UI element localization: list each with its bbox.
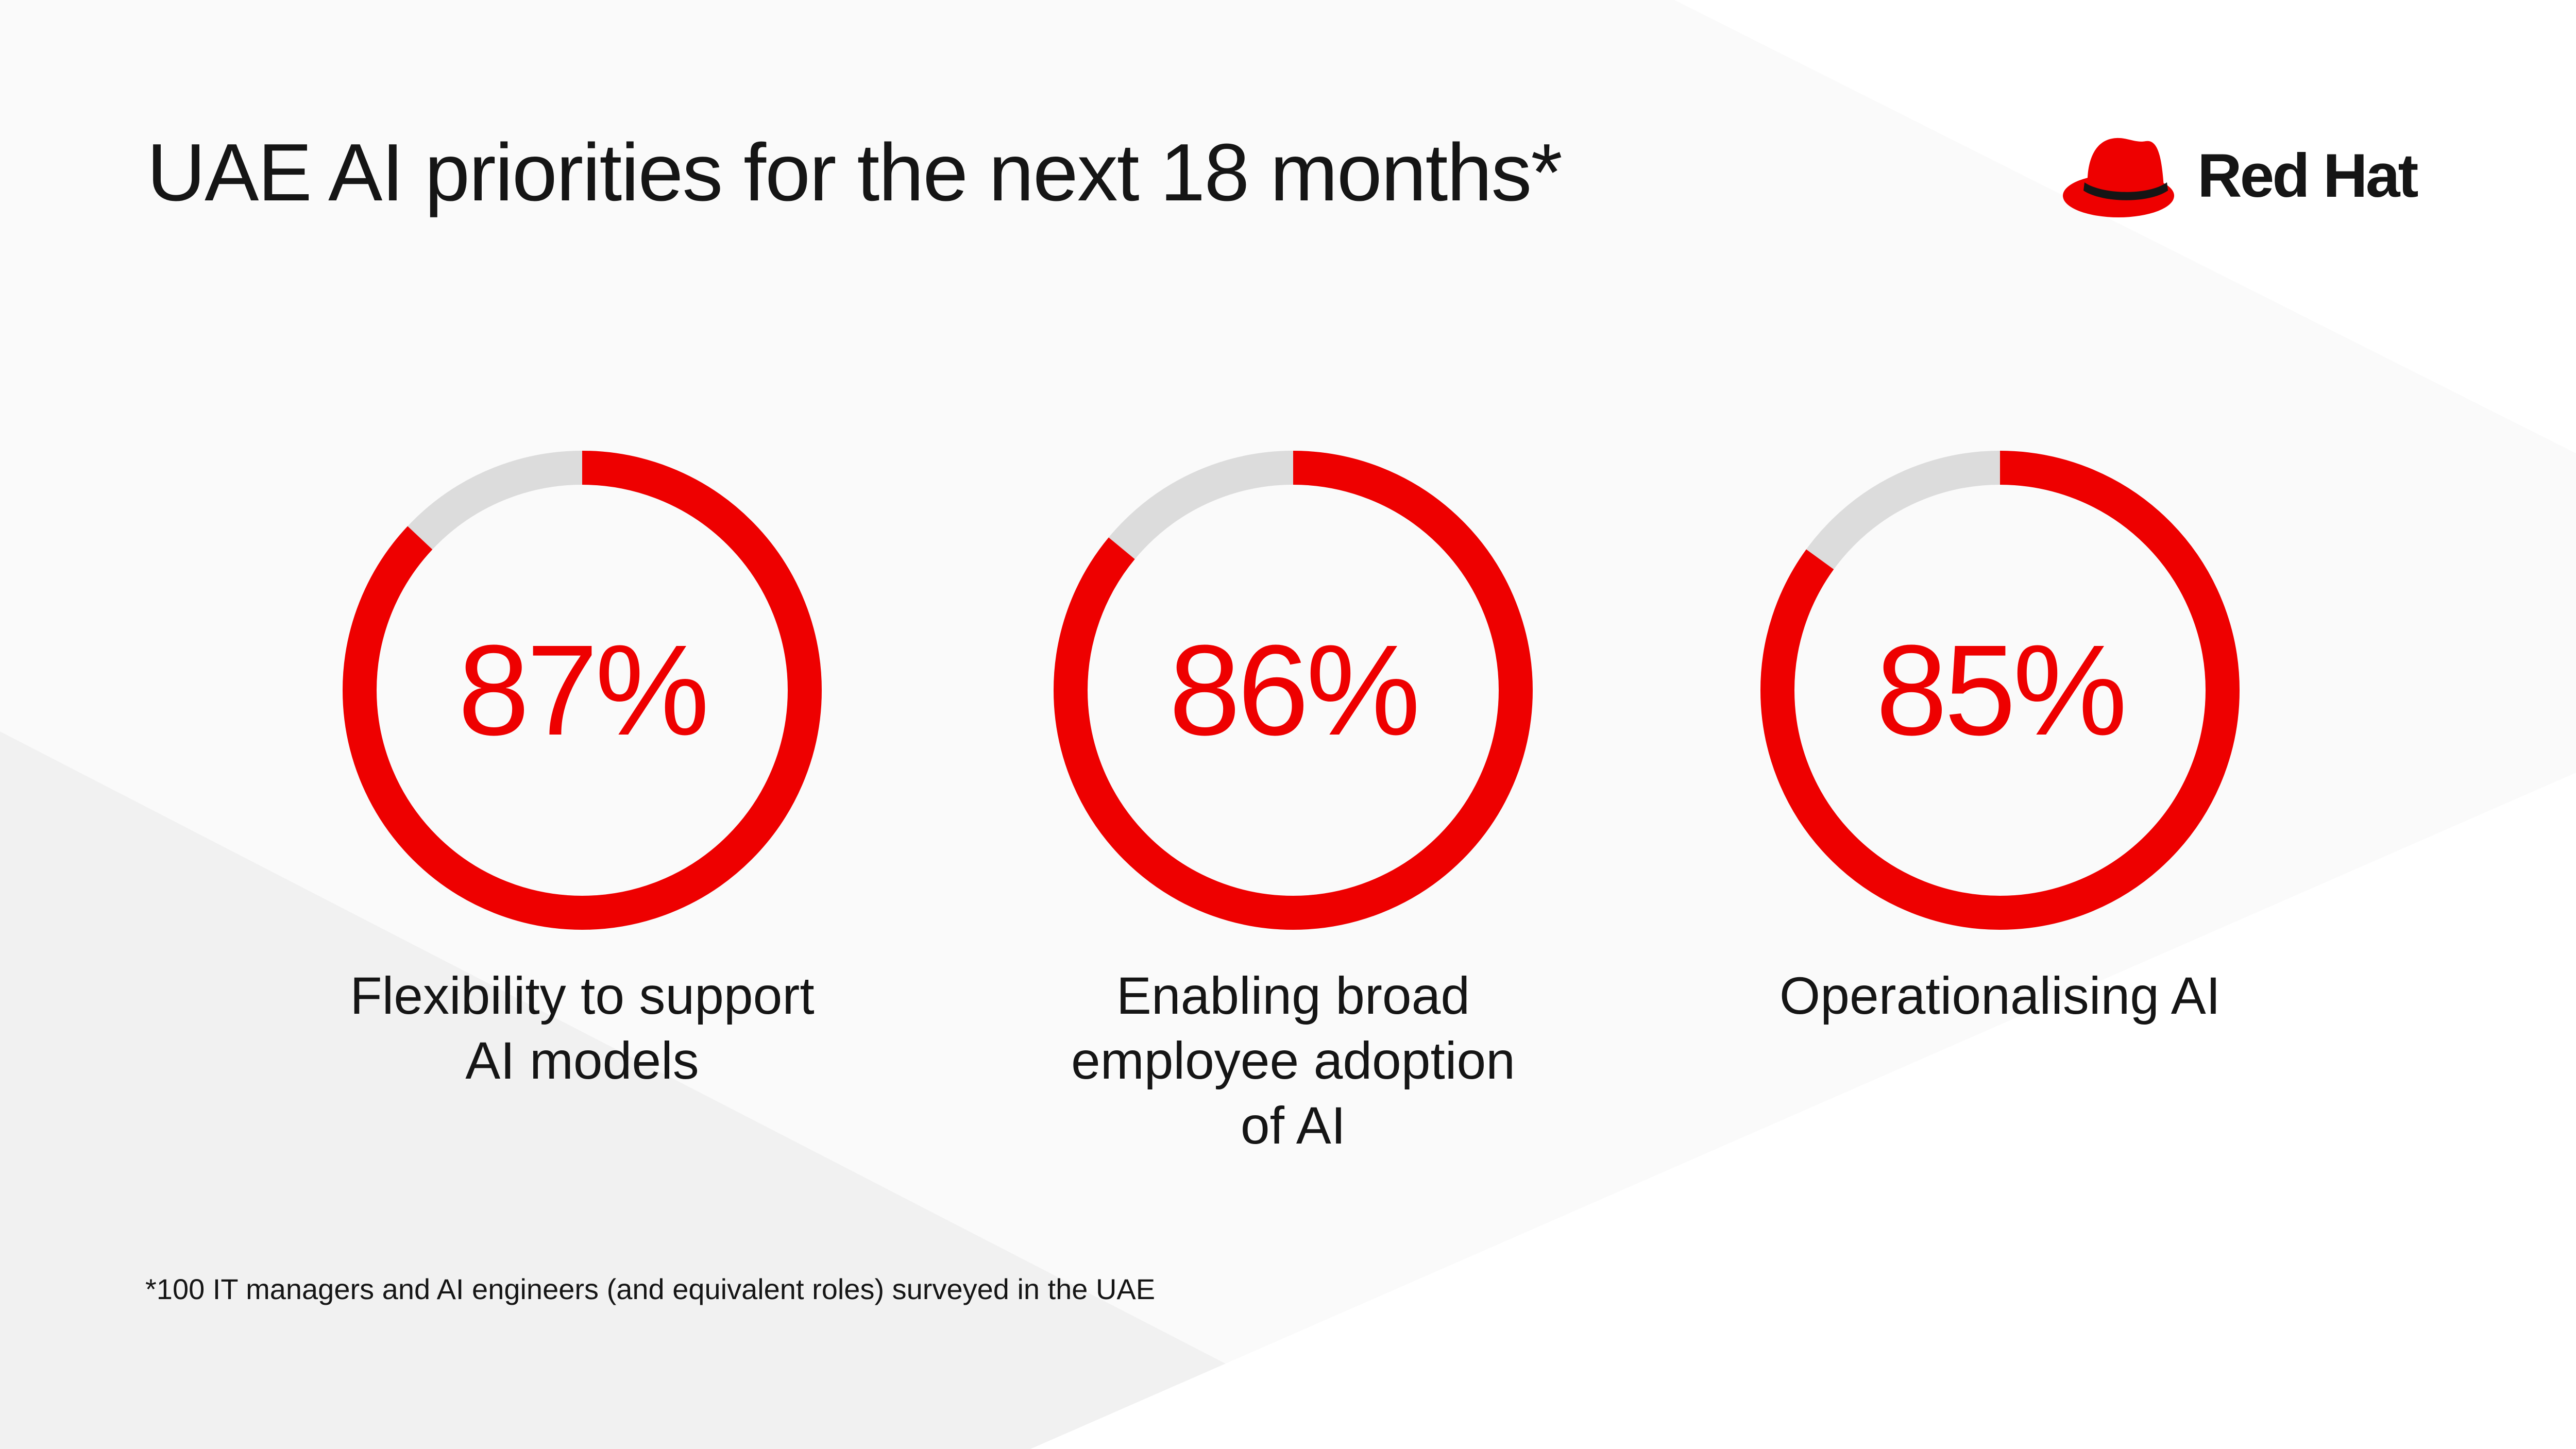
donut-arc	[1054, 451, 1533, 930]
caption-line: Operationalising AI	[1779, 966, 2221, 1025]
footnote: *100 IT managers and AI engineers (and e…	[145, 1273, 1156, 1305]
caption-line: Flexibility to support	[350, 966, 815, 1025]
red-hat-icon	[2063, 138, 2174, 217]
donut-chart-86: 86%	[1051, 448, 1535, 932]
donut-arc	[1760, 451, 2240, 930]
percentage-label: 87%	[457, 618, 709, 762]
brand-name: Red Hat	[2197, 141, 2418, 210]
donut-chart-87: 87%	[340, 448, 824, 932]
caption-line: employee adoption	[1071, 1031, 1515, 1090]
percentage-label: 86%	[1168, 618, 1420, 762]
donut-chart-85: 85%	[1758, 448, 2242, 932]
red-hat-logo: Red Hat	[2061, 129, 2437, 227]
page-title: UAE AI priorities for the next 18 months…	[147, 127, 1563, 218]
percentage-label: 85%	[1875, 618, 2127, 762]
caption-line: AI models	[465, 1031, 699, 1090]
caption-operationalising: Operationalising AI	[1691, 963, 2309, 1028]
donut-arc	[343, 451, 822, 930]
caption-line: of AI	[1240, 1096, 1346, 1155]
caption-adoption: Enabling broad employee adoption of AI	[984, 963, 1602, 1158]
caption-line: Enabling broad	[1116, 966, 1470, 1025]
caption-flexibility: Flexibility to support AI models	[273, 963, 891, 1093]
